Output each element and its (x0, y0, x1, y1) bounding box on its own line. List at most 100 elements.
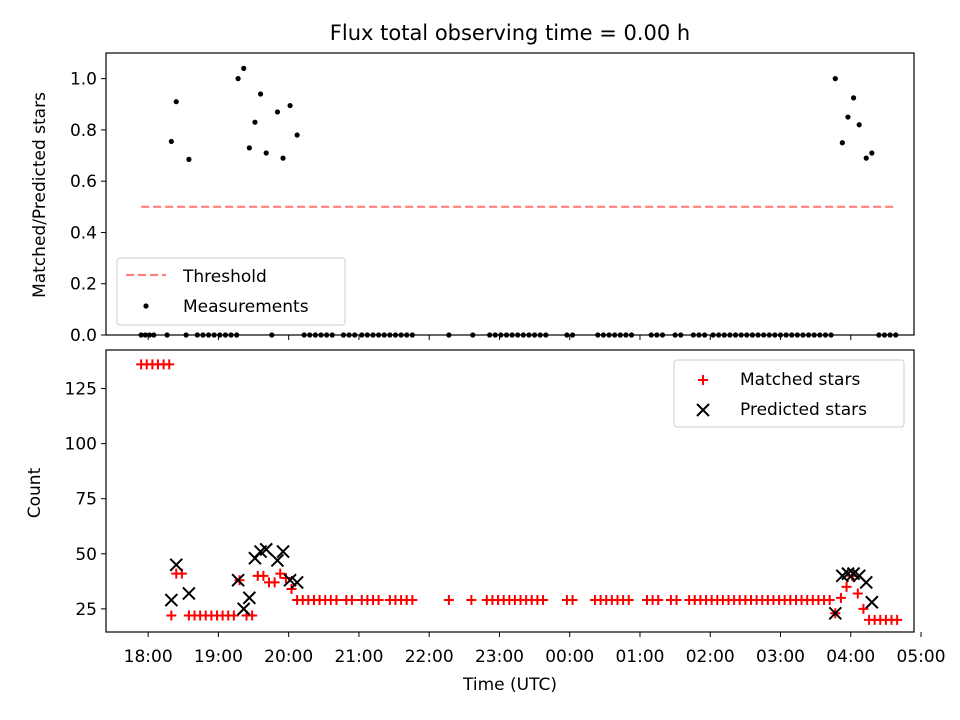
matched-star-point (373, 595, 384, 606)
top-y-axis-label: Matched/Predicted stars (30, 92, 50, 298)
matched-star-point (407, 595, 418, 606)
bottom-x-tick-label: 04:00 (826, 647, 875, 667)
bottom-x-tick-label: 02:00 (686, 647, 735, 667)
measurement-point (168, 138, 174, 145)
matched-star-point (653, 595, 664, 606)
matched-star-point (841, 581, 852, 592)
matched-star-point (331, 595, 342, 606)
predicted-star-point (164, 593, 179, 607)
measurement-point (241, 65, 247, 71)
top-legend: Threshold Measurements (116, 257, 346, 326)
bottom-x-tick-label: 01:00 (615, 647, 664, 667)
measurement-point (257, 91, 264, 97)
measurement-point (287, 102, 293, 109)
matched-star-point (166, 610, 177, 621)
matched-star-point (247, 610, 258, 621)
matched-star-point (466, 595, 477, 606)
bottom-x-tick-label: 05:00 (897, 647, 946, 667)
matched-star-point (623, 595, 634, 606)
predicted-star-point (270, 553, 285, 568)
predicted-star-point (169, 558, 183, 572)
matched-star-point (852, 588, 863, 599)
measurement-point (845, 114, 851, 120)
matched-star-point (824, 595, 835, 606)
measurement-point (263, 150, 269, 156)
measurement-point (850, 95, 857, 101)
bottom-x-tick-label: 23:00 (475, 647, 524, 667)
x-axis-label: Time (UTC) (462, 675, 557, 695)
matched-star-point (892, 614, 903, 625)
matched-star-point (346, 595, 357, 606)
predicted-star-point (841, 566, 855, 581)
predicted-star-point (259, 542, 273, 557)
predicted-star-point (859, 575, 873, 590)
legend-matched-swatch (698, 375, 708, 385)
bottom-y-tick-label: 50 (75, 545, 97, 565)
legend-predicted-label: Predicted stars (740, 400, 867, 420)
bottom-y-tick-label: 25 (75, 600, 97, 620)
bottom-y-tick-label: 75 (75, 490, 97, 510)
bottom-x-tick-label: 18:00 (124, 647, 173, 667)
measurement-point (235, 76, 241, 82)
matched-star-point (164, 359, 175, 370)
matched-star-point (858, 603, 869, 614)
matched-star-point (228, 610, 239, 621)
bottom-plot-area: 25 50 75 100 125 18:00 19:00 20:00 21:00 22:00 23:… (65, 349, 946, 667)
matched-star-point (671, 595, 682, 606)
measurement-point (294, 132, 300, 138)
top-y-tick-label: 0.6 (70, 172, 97, 192)
measurement-point (246, 145, 252, 151)
predicted-star-point (231, 573, 245, 587)
predicted-star-point (865, 595, 879, 609)
measurement-point (280, 155, 286, 161)
matched-star-point (286, 584, 297, 595)
top-y-tick-label: 0.0 (70, 326, 97, 346)
matched-star-point (538, 595, 549, 606)
bottom-x-tick-label: 19:00 (194, 647, 243, 667)
matched-star-point (835, 592, 846, 603)
bottom-x-tick-label: 00:00 (545, 647, 594, 667)
bottom-y-tick-label: 100 (65, 435, 97, 455)
legend-matched-label: Matched stars (740, 370, 860, 390)
measurement-point (832, 76, 838, 82)
predicted-star-point (276, 544, 290, 559)
legend-threshold-label: Threshold (182, 267, 267, 287)
matched-star-point (258, 570, 269, 581)
predicted-star-point (828, 606, 843, 620)
predicted-star-point (242, 591, 257, 605)
bottom-legend-box (673, 359, 905, 428)
measurement-point (186, 156, 192, 162)
measurement-point (856, 122, 862, 128)
top-plot-area: 0.0 0.2 0.4 0.6 0.8 1.0 Threshold Measurements (70, 52, 915, 346)
chart-title: Flux total observing time = 0.00 h (330, 21, 690, 45)
bottom-x-tick-label: 21:00 (334, 647, 383, 667)
bottom-x-tick-label: 20:00 (264, 647, 313, 667)
top-legend-box (116, 257, 346, 326)
legend-measurements-swatch (143, 303, 149, 309)
matched-star-point (567, 595, 578, 606)
top-y-tick-label: 0.2 (70, 275, 97, 295)
top-y-tick-label: 0.4 (70, 223, 97, 243)
bottom-y-tick-label: 125 (65, 380, 97, 400)
predicted-star-point (182, 586, 196, 601)
predicted-star-point (290, 575, 304, 590)
measurement-point (869, 150, 875, 156)
measurement-point (839, 140, 845, 146)
bottom-x-tick-label: 22:00 (405, 647, 454, 667)
bottom-legend: Matched stars Predicted stars (673, 359, 905, 428)
matched-star-point (269, 577, 280, 588)
matched-star-point (443, 595, 454, 606)
measurement-point (173, 99, 179, 105)
top-frame (105, 52, 915, 336)
top-y-tick-label: 0.8 (70, 121, 97, 141)
legend-measurements-label: Measurements (183, 297, 309, 317)
predicted-star-point (237, 602, 251, 616)
measurement-point (252, 119, 258, 125)
bottom-y-axis-label: Count (25, 467, 45, 518)
bottom-frame (105, 349, 915, 633)
matched-star-point (275, 568, 286, 579)
legend-predicted-swatch (696, 403, 710, 417)
top-y-tick-label: 1.0 (70, 70, 97, 90)
measurement-point (863, 155, 869, 161)
